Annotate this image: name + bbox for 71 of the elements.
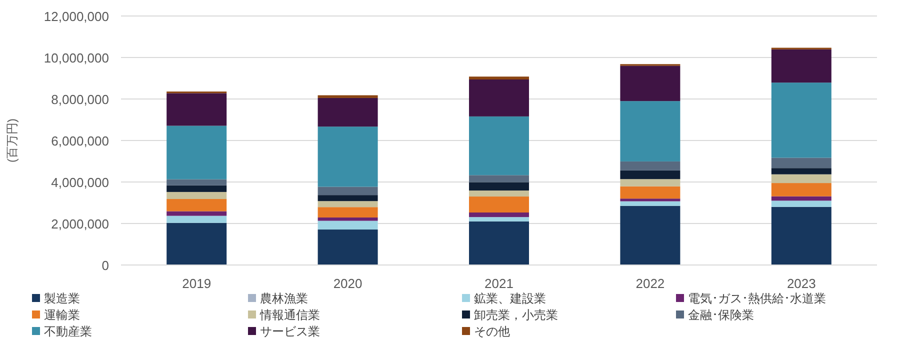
bar — [771, 174, 832, 184]
x-tick-label: 2020 — [333, 276, 362, 291]
legend-label: 情報通信業 — [259, 308, 320, 322]
bar — [318, 98, 378, 127]
bar — [620, 206, 680, 265]
bar — [771, 158, 832, 168]
x-tick-label: 2022 — [636, 276, 665, 291]
bar — [166, 185, 227, 192]
bar — [620, 66, 680, 102]
bar — [771, 168, 832, 174]
bar — [166, 211, 227, 216]
x-tick-label: 2021 — [484, 276, 514, 291]
bar — [166, 192, 227, 200]
bar — [620, 186, 680, 199]
bar — [166, 126, 227, 180]
y-tick-label: 4,000,000 — [51, 175, 109, 190]
legend-label: 金融･保険業 — [688, 308, 754, 322]
bar — [469, 175, 529, 182]
legend-label: 農林漁業 — [260, 292, 308, 306]
bar — [318, 207, 378, 218]
bar — [318, 201, 378, 208]
bar — [469, 212, 529, 218]
bar — [166, 179, 227, 186]
bar — [771, 82, 832, 158]
legend-label: 電気･ガス･熱供給･水道業 — [688, 292, 826, 306]
legend-label: 製造業 — [44, 292, 80, 306]
bar — [166, 93, 227, 126]
bar — [318, 217, 378, 221]
y-tick-label: 2,000,000 — [51, 216, 109, 232]
bar — [318, 195, 378, 202]
legend-label: 運輸業 — [44, 308, 80, 322]
bar — [469, 182, 529, 191]
bar — [620, 201, 680, 206]
bar — [620, 161, 680, 170]
bar — [771, 196, 832, 201]
bar — [469, 76, 529, 80]
legend-label: サービス業 — [260, 324, 320, 338]
bar — [318, 186, 378, 196]
bar — [318, 95, 378, 98]
x-tick-label: 2019 — [182, 276, 212, 291]
y-tick-label: 6,000,000 — [51, 134, 109, 148]
bar — [469, 217, 529, 222]
bar — [469, 196, 529, 213]
y-tick-label: 12,000,000 — [44, 9, 109, 24]
bar — [771, 49, 832, 83]
bar — [771, 200, 832, 207]
bar — [469, 190, 529, 197]
bar — [166, 216, 227, 223]
legend-label: 卸売業，小売業 — [474, 308, 558, 322]
bar — [166, 199, 227, 212]
legend-label: 不動産業 — [44, 324, 92, 338]
bar — [620, 179, 680, 186]
legend-label: その他 — [474, 324, 510, 338]
bar — [166, 222, 227, 265]
bar — [771, 183, 832, 196]
x-tick-label: 2023 — [786, 276, 816, 291]
y-tick-label: 8,000,000 — [51, 92, 109, 107]
bar — [318, 126, 378, 187]
bar — [620, 198, 680, 202]
bar — [469, 116, 529, 176]
bar — [469, 79, 529, 116]
y-tick-label: 0 — [102, 258, 109, 273]
bar — [620, 101, 680, 162]
y-axis-title: (百万円) — [5, 118, 19, 162]
y-tick-label: 10,000,000 — [44, 50, 109, 66]
bar — [771, 206, 832, 265]
bar — [469, 221, 529, 265]
bar — [620, 170, 680, 180]
bar — [318, 220, 378, 230]
bar — [318, 230, 378, 265]
legend-label: 鉱業、建設業 — [474, 292, 546, 306]
